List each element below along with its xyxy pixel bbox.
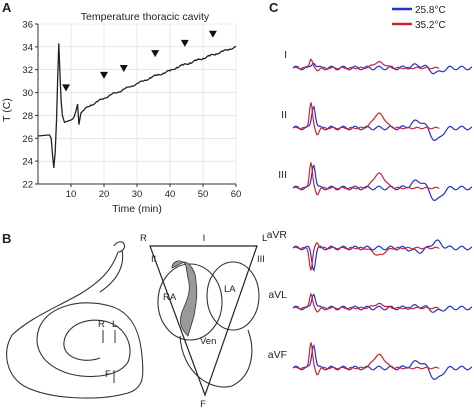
x-tick-label: 20 xyxy=(99,189,110,200)
heart-outline xyxy=(157,261,260,388)
ecg-trace-cold xyxy=(292,293,473,313)
chamber-label-la: LA xyxy=(224,284,236,295)
arrowhead-marker xyxy=(208,30,217,38)
chamber-label-ra: RA xyxy=(163,292,177,303)
y-tick-label: 22 xyxy=(22,180,33,191)
legend-label-warm: 35.2°C xyxy=(415,20,446,31)
ecg-trace-cold xyxy=(292,164,473,202)
ecg-trace-warm xyxy=(292,342,440,376)
x-tick-label: 50 xyxy=(198,189,209,200)
x-tick-label: 30 xyxy=(132,189,143,200)
snake-heart-diagram: R L F I R L II III F RA LA Ven xyxy=(6,233,267,409)
sinus-venosus-region xyxy=(171,260,198,337)
ecg-trace-cold xyxy=(292,344,473,381)
snake-electrode-marks xyxy=(102,330,116,383)
lead-label: aVF xyxy=(268,349,287,361)
x-tick-labels: 10 20 30 40 50 60 xyxy=(66,184,242,200)
lead-label-iii: III xyxy=(257,254,265,265)
lead-label-i: I xyxy=(203,233,206,244)
arrowhead-marker xyxy=(151,50,160,58)
y-tick-label: 36 xyxy=(22,20,33,31)
ecg-trace-cold xyxy=(292,62,473,75)
arrowhead-marker xyxy=(119,65,128,72)
temperature-chart: Temperature thoracic cavity 22 24 26 28 30 32… xyxy=(1,11,241,215)
chamber-label-ven: Ven xyxy=(200,336,216,347)
snake-label-r: R xyxy=(98,319,105,330)
chart-title: Temperature thoracic cavity xyxy=(81,11,210,23)
y-tick-label: 34 xyxy=(22,42,33,53)
x-tick-label: 60 xyxy=(231,189,242,200)
legend-label-cold: 25.8°C xyxy=(415,5,446,16)
panel-letter-c: C xyxy=(269,0,279,15)
y-tick-label: 32 xyxy=(22,65,33,76)
x-tick-label: 40 xyxy=(165,189,176,200)
ecg-trace-warm xyxy=(292,58,440,72)
panel-letter-a: A xyxy=(2,0,12,15)
temperature-line xyxy=(37,43,237,169)
ecg-trace-warm xyxy=(292,102,440,136)
einthoven-triangle xyxy=(149,245,258,397)
legend: 25.8°C 35.2°C xyxy=(392,5,446,31)
lead-label-ii: II xyxy=(151,254,156,265)
lead-label: III xyxy=(278,169,287,181)
arrowhead-markers xyxy=(62,30,217,92)
arrowhead-marker xyxy=(100,71,108,79)
panel-letter-b: B xyxy=(2,231,11,246)
lead-label: aVR xyxy=(267,229,288,241)
ecg-trace-cold xyxy=(292,105,473,142)
lead-label: I xyxy=(284,49,287,61)
y-tick-labels: 22 24 26 28 30 32 34 36 xyxy=(22,20,38,191)
arrowhead-marker xyxy=(62,84,71,92)
snake-outline xyxy=(6,241,144,399)
y-tick-label: 24 xyxy=(22,157,33,168)
vertex-label-l: L xyxy=(262,233,267,244)
vertex-label-r: R xyxy=(140,233,147,244)
arrowhead-marker xyxy=(180,39,189,47)
ecg-trace-warm xyxy=(292,162,440,196)
lead-label: II xyxy=(281,109,287,121)
grid-lines xyxy=(38,23,237,185)
y-tick-label: 28 xyxy=(22,111,33,122)
snake-label-f: F xyxy=(105,369,111,380)
x-tick-label: 10 xyxy=(66,189,77,200)
temperature-series xyxy=(37,43,237,169)
y-tick-label: 26 xyxy=(22,134,33,145)
ecg-traces xyxy=(292,58,473,381)
ecg-trace-warm xyxy=(292,292,440,313)
x-axis-label: Time (min) xyxy=(112,203,162,215)
ecg-trace-cold xyxy=(292,239,473,272)
vertex-label-f: F xyxy=(200,399,206,409)
snake-label-l: L xyxy=(112,319,117,330)
lead-label: aVL xyxy=(268,289,287,301)
y-tick-label: 30 xyxy=(22,88,33,99)
ecg-trace-warm xyxy=(292,241,440,271)
y-axis-label: T (C) xyxy=(1,98,13,122)
